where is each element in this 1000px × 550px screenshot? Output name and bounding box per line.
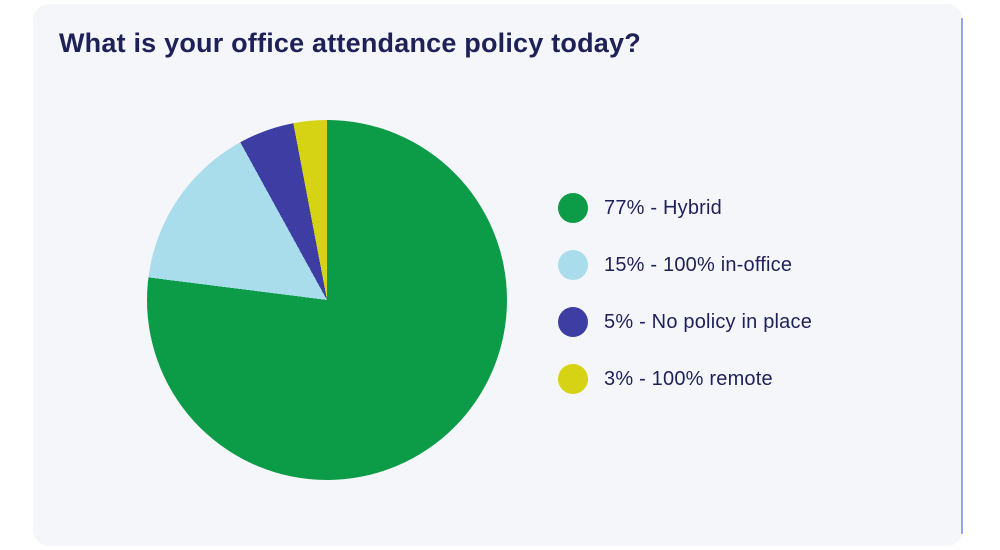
scrollbar-thumb[interactable] — [961, 18, 963, 534]
legend-swatch-remote — [558, 364, 588, 394]
legend-item-no-policy: 5% - No policy in place — [558, 307, 812, 337]
legend-swatch-in-office — [558, 250, 588, 280]
legend-item-hybrid: 77% - Hybrid — [558, 193, 812, 223]
legend-label-hybrid: 77% - Hybrid — [604, 196, 722, 219]
legend-label-in-office: 15% - 100% in-office — [604, 253, 793, 276]
survey-results-card: What is your office attendance policy to… — [33, 4, 963, 546]
chart-title: What is your office attendance policy to… — [59, 28, 641, 58]
legend: 77% - Hybrid 15% - 100% in-office 5% - N… — [558, 193, 812, 394]
legend-label-no-policy: 5% - No policy in place — [604, 310, 813, 333]
legend-swatch-hybrid — [558, 193, 588, 223]
legend-item-in-office: 15% - 100% in-office — [558, 250, 812, 280]
legend-label-remote: 3% - 100% remote — [604, 367, 773, 390]
pie-chart — [147, 120, 507, 480]
legend-item-remote: 3% - 100% remote — [558, 364, 812, 394]
legend-swatch-no-policy — [558, 307, 588, 337]
